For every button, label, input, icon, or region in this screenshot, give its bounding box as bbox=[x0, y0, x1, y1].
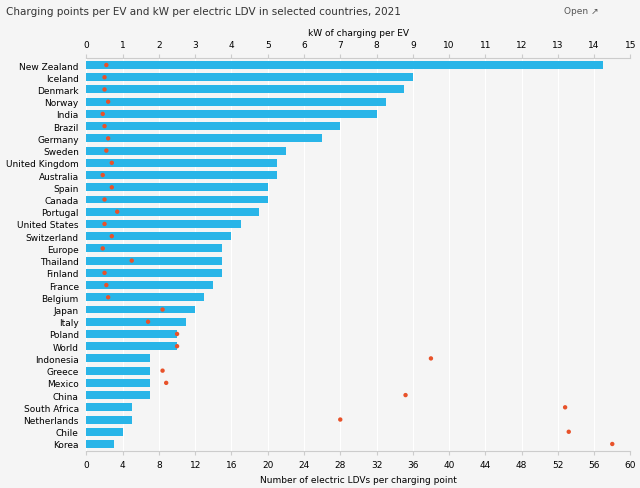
Point bbox=[98, 245, 108, 253]
Bar bbox=[86, 294, 204, 302]
Bar bbox=[86, 135, 322, 143]
Point bbox=[99, 269, 109, 277]
Bar bbox=[86, 257, 223, 265]
Point bbox=[426, 355, 436, 363]
Bar bbox=[86, 111, 376, 119]
Point bbox=[99, 196, 109, 204]
Point bbox=[107, 233, 117, 241]
Bar bbox=[86, 123, 340, 131]
Point bbox=[607, 440, 618, 448]
Bar bbox=[86, 62, 604, 70]
Point bbox=[127, 257, 137, 265]
Bar bbox=[86, 343, 177, 350]
Bar bbox=[86, 282, 213, 289]
Text: Charging points per EV and kW per electric LDV in selected countries, 2021: Charging points per EV and kW per electr… bbox=[6, 7, 401, 17]
Bar bbox=[86, 184, 268, 192]
X-axis label: kW of charging per EV: kW of charging per EV bbox=[308, 29, 409, 39]
Bar bbox=[86, 86, 404, 94]
X-axis label: Number of electric LDVs per charging point: Number of electric LDVs per charging poi… bbox=[260, 475, 457, 484]
Bar bbox=[86, 367, 150, 375]
Bar bbox=[86, 404, 132, 411]
Point bbox=[112, 208, 122, 216]
Bar bbox=[86, 208, 259, 216]
Bar bbox=[86, 391, 150, 399]
Point bbox=[103, 135, 113, 143]
Point bbox=[99, 221, 109, 228]
Point bbox=[157, 367, 168, 375]
Point bbox=[101, 282, 111, 289]
Bar bbox=[86, 379, 150, 387]
Bar bbox=[86, 74, 413, 82]
Bar bbox=[86, 233, 232, 241]
Point bbox=[98, 111, 108, 119]
Bar bbox=[86, 428, 123, 436]
Bar bbox=[86, 99, 385, 106]
Bar bbox=[86, 330, 177, 338]
Point bbox=[99, 123, 109, 131]
Bar bbox=[86, 147, 286, 155]
Point bbox=[103, 294, 113, 302]
Bar bbox=[86, 306, 195, 314]
Bar bbox=[86, 318, 186, 326]
Bar bbox=[86, 355, 150, 363]
Point bbox=[157, 306, 168, 314]
Bar bbox=[86, 196, 268, 204]
Point bbox=[172, 343, 182, 350]
Point bbox=[161, 379, 172, 387]
Bar bbox=[86, 172, 277, 180]
Bar bbox=[86, 245, 223, 253]
Point bbox=[99, 74, 109, 82]
Point bbox=[564, 428, 574, 436]
Point bbox=[107, 160, 117, 167]
Point bbox=[98, 172, 108, 180]
Point bbox=[401, 391, 411, 399]
Point bbox=[99, 86, 109, 94]
Bar bbox=[86, 440, 114, 448]
Point bbox=[107, 184, 117, 192]
Point bbox=[172, 330, 182, 338]
Point bbox=[143, 318, 153, 326]
Bar bbox=[86, 221, 241, 228]
Point bbox=[103, 99, 113, 106]
Bar bbox=[86, 269, 223, 277]
Bar bbox=[86, 416, 132, 424]
Point bbox=[101, 147, 111, 155]
Point bbox=[101, 62, 111, 70]
Text: Open ↗: Open ↗ bbox=[564, 7, 598, 16]
Point bbox=[560, 404, 570, 411]
Bar bbox=[86, 160, 277, 167]
Point bbox=[335, 416, 346, 424]
